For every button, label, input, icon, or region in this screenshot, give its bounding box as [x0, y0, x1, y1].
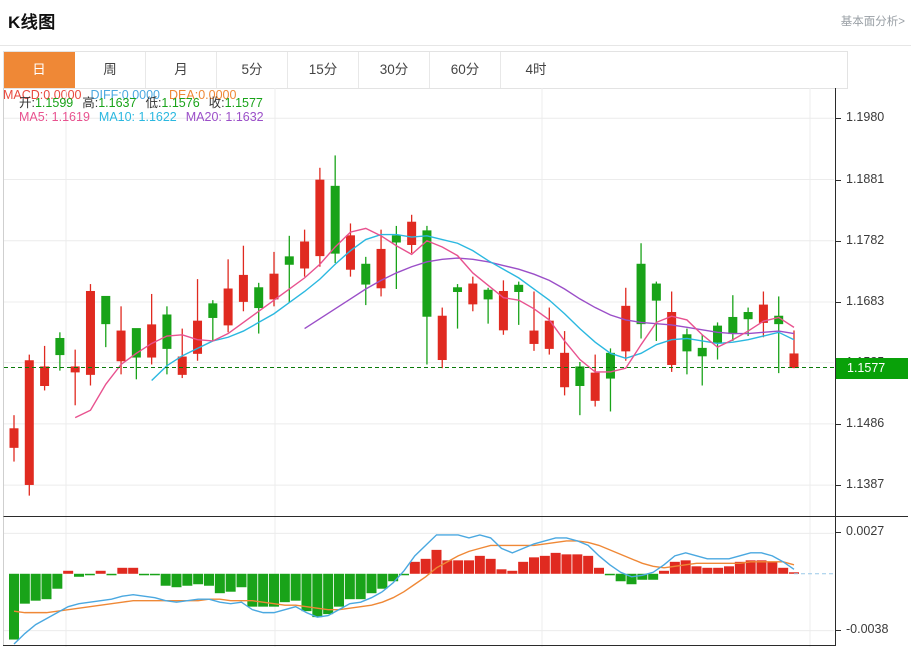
open-label: 开:	[19, 96, 35, 110]
price-tickmark	[836, 485, 841, 487]
high-value: 1.1637	[98, 96, 137, 110]
price-tick-label: 1.1387	[846, 477, 885, 492]
macd-label: MACD:	[3, 88, 44, 102]
ma-legend: MA5: 1.1619 MA10: 1.1622 MA20: 1.1632	[19, 110, 264, 124]
price-tick-label: 1.1782	[846, 232, 885, 247]
price-tick-label: 1.1683	[846, 294, 885, 308]
tab-4[interactable]: 15分	[288, 52, 359, 88]
tab-1[interactable]: 周	[75, 52, 146, 88]
diff-value: 0.0000	[121, 88, 160, 102]
price-tickmark	[836, 302, 841, 303]
macd-tick-label: 0.0027	[846, 524, 885, 539]
price-tick-label: 1.1881	[846, 171, 885, 186]
macd-value: 0.0000	[43, 88, 82, 102]
diff-label: DIFF:	[90, 88, 122, 102]
macd-tickmark	[836, 532, 841, 534]
macd-tick-label: -0.0038	[846, 621, 889, 636]
price-panel[interactable]	[3, 88, 908, 516]
open-value: 1.1599	[34, 96, 74, 110]
price-tickmark	[836, 423, 841, 425]
close-value: 1.1577	[224, 96, 263, 110]
price-tickmark	[836, 118, 841, 120]
price-tickmark	[836, 240, 841, 242]
axis-divider	[835, 88, 836, 646]
candlestick-plot	[4, 88, 834, 516]
dea-value: 0.0000	[198, 88, 237, 102]
period-tabbar: 日周月 5分 15分 30分 60分 4时	[3, 51, 848, 89]
header-divider	[0, 45, 911, 46]
ma20-value: 1.1632	[225, 110, 264, 124]
page-header: K线图 基本面分析>	[0, 0, 911, 46]
fundamental-analysis-link[interactable]: 基本面分析>	[840, 16, 905, 28]
price-tickmark	[836, 179, 841, 181]
tab-5[interactable]: 30分	[359, 52, 430, 88]
tab-7[interactable]: 4时	[501, 52, 571, 88]
macd-panel[interactable]	[3, 516, 908, 647]
macd-tickmark	[836, 629, 841, 631]
current-price-badge: 1.1577	[836, 357, 908, 379]
ma5-label: MA5:	[19, 110, 49, 124]
ohlc-legend: 开:1.1599 高:1.1637 低:1.1576 收:1.1577	[19, 92, 263, 111]
price-tick-label: 1.1486	[846, 415, 885, 430]
close-label: 收:	[208, 96, 225, 110]
low-value: 1.1576	[161, 96, 200, 110]
macd-legend: MACD:0.0000 DIFF:0.0000 DEA:0.0000	[3, 88, 908, 102]
tab-6[interactable]: 60分	[430, 52, 501, 88]
ma5-value: 1.1619	[51, 110, 90, 124]
price-tick-label: 1.1980	[846, 110, 885, 125]
high-label: 高:	[82, 96, 99, 110]
chart-area: 开:1.1599 高:1.1637 低:1.1576 收:1.1577 MA5: 1.…	[3, 88, 908, 647]
tab-3[interactable]: 5分	[217, 52, 288, 88]
macd-plot	[4, 517, 834, 647]
ma10-value: 1.1622	[138, 110, 177, 124]
page-title: K线图	[8, 13, 56, 32]
ma10-label: MA10:	[98, 110, 136, 124]
tab-0[interactable]: 日	[4, 52, 75, 88]
tab-2[interactable]: 月	[146, 52, 217, 88]
ma20-label: MA20:	[185, 110, 222, 124]
dea-label: DEA:	[169, 88, 199, 102]
low-label: 低:	[145, 96, 162, 110]
